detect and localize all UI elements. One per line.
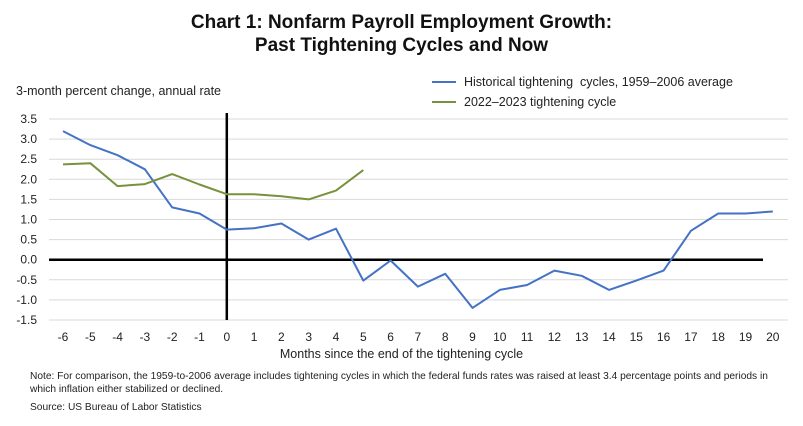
chart-note: Note: For comparison, the 1959-to-2006 a… [30, 371, 768, 395]
x-tick-label: 10 [493, 330, 507, 344]
legend-label-historical: Historical tightening cycles, 1959–2006 … [464, 75, 733, 89]
x-tick-label: -1 [194, 330, 205, 344]
y-tick-label: 0.5 [20, 233, 37, 247]
y-tick-label: 0.0 [20, 253, 37, 267]
legend-swatch-current [432, 101, 456, 103]
series-line-historical [62, 130, 773, 309]
x-tick-label: 6 [387, 330, 394, 344]
legend-swatch-historical [432, 81, 456, 83]
x-tick-label: -5 [85, 330, 96, 344]
x-tick-label: 2 [278, 330, 285, 344]
chart-source: Source: US Bureau of Labor Statistics [30, 402, 202, 413]
x-tick-label: 20 [766, 330, 780, 344]
x-tick-label: 8 [442, 330, 449, 344]
x-tick-label: 1 [251, 330, 258, 344]
x-tick-label: 15 [630, 330, 644, 344]
x-tick-label: 12 [548, 330, 562, 344]
x-tick-label: 11 [521, 330, 534, 344]
x-tick-label: 13 [575, 330, 589, 344]
y-tick-label: -0.5 [16, 273, 37, 287]
y-tick-label: -1.0 [16, 293, 37, 307]
legend-item-current: 2022–2023 tightening cycle [432, 95, 616, 109]
x-tick-label: -2 [167, 330, 178, 344]
x-tick-label: 18 [712, 330, 726, 344]
chart-subtitle: Past Tightening Cycles and Now [254, 35, 549, 56]
chart-title: Chart 1: Nonfarm Payroll Employment Grow… [190, 12, 613, 33]
x-tick-label: 9 [469, 330, 476, 344]
y-tick-label: -1.5 [16, 313, 37, 327]
series-line-current [62, 162, 364, 201]
legend-item-historical: Historical tightening cycles, 1959–2006 … [432, 75, 733, 89]
x-tick-label: 4 [333, 330, 340, 344]
y-tick-label: 3.5 [20, 112, 37, 126]
x-tick-label: 14 [602, 330, 616, 344]
legend-label-current: 2022–2023 tightening cycle [464, 95, 617, 109]
x-tick-label: 16 [657, 330, 671, 344]
x-axis-label: Months since the end of the tightening c… [279, 347, 524, 361]
y-tick-label: 3.0 [20, 132, 37, 146]
x-tick-label: 0 [223, 330, 230, 344]
y-axis-label: 3-month percent change, annual rate [16, 84, 221, 98]
x-tick-label: -4 [112, 330, 123, 344]
x-tick-label: 3 [305, 330, 312, 344]
x-tick-label: -6 [58, 330, 69, 344]
y-tick-label: 2.5 [20, 152, 37, 166]
x-tick-label: 17 [684, 330, 698, 344]
x-tick-label: -3 [140, 330, 151, 344]
y-tick-label: 2.0 [20, 172, 37, 186]
x-tick-label: 5 [360, 330, 367, 344]
x-tick-label: 19 [739, 330, 753, 344]
y-tick-label: 1.0 [20, 213, 37, 227]
y-tick-label: 1.5 [20, 192, 37, 206]
x-tick-label: 7 [415, 330, 422, 344]
